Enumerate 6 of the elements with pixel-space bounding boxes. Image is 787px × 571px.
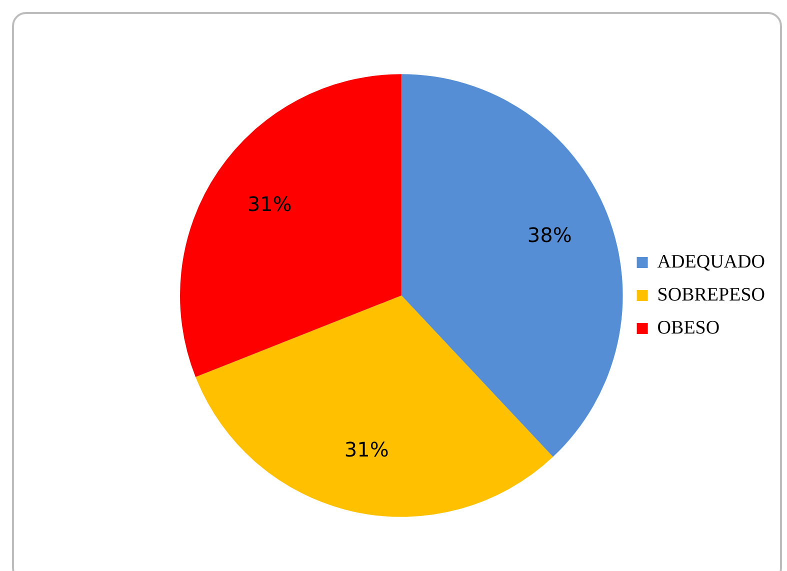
data-label: 31% — [247, 192, 292, 216]
legend-label: ADEQUADO — [657, 251, 765, 272]
legend-label: OBESO — [657, 317, 720, 338]
data-label: 38% — [527, 223, 572, 248]
data-label: 31% — [344, 437, 389, 462]
legend-label: SOBREPESO — [657, 284, 765, 306]
